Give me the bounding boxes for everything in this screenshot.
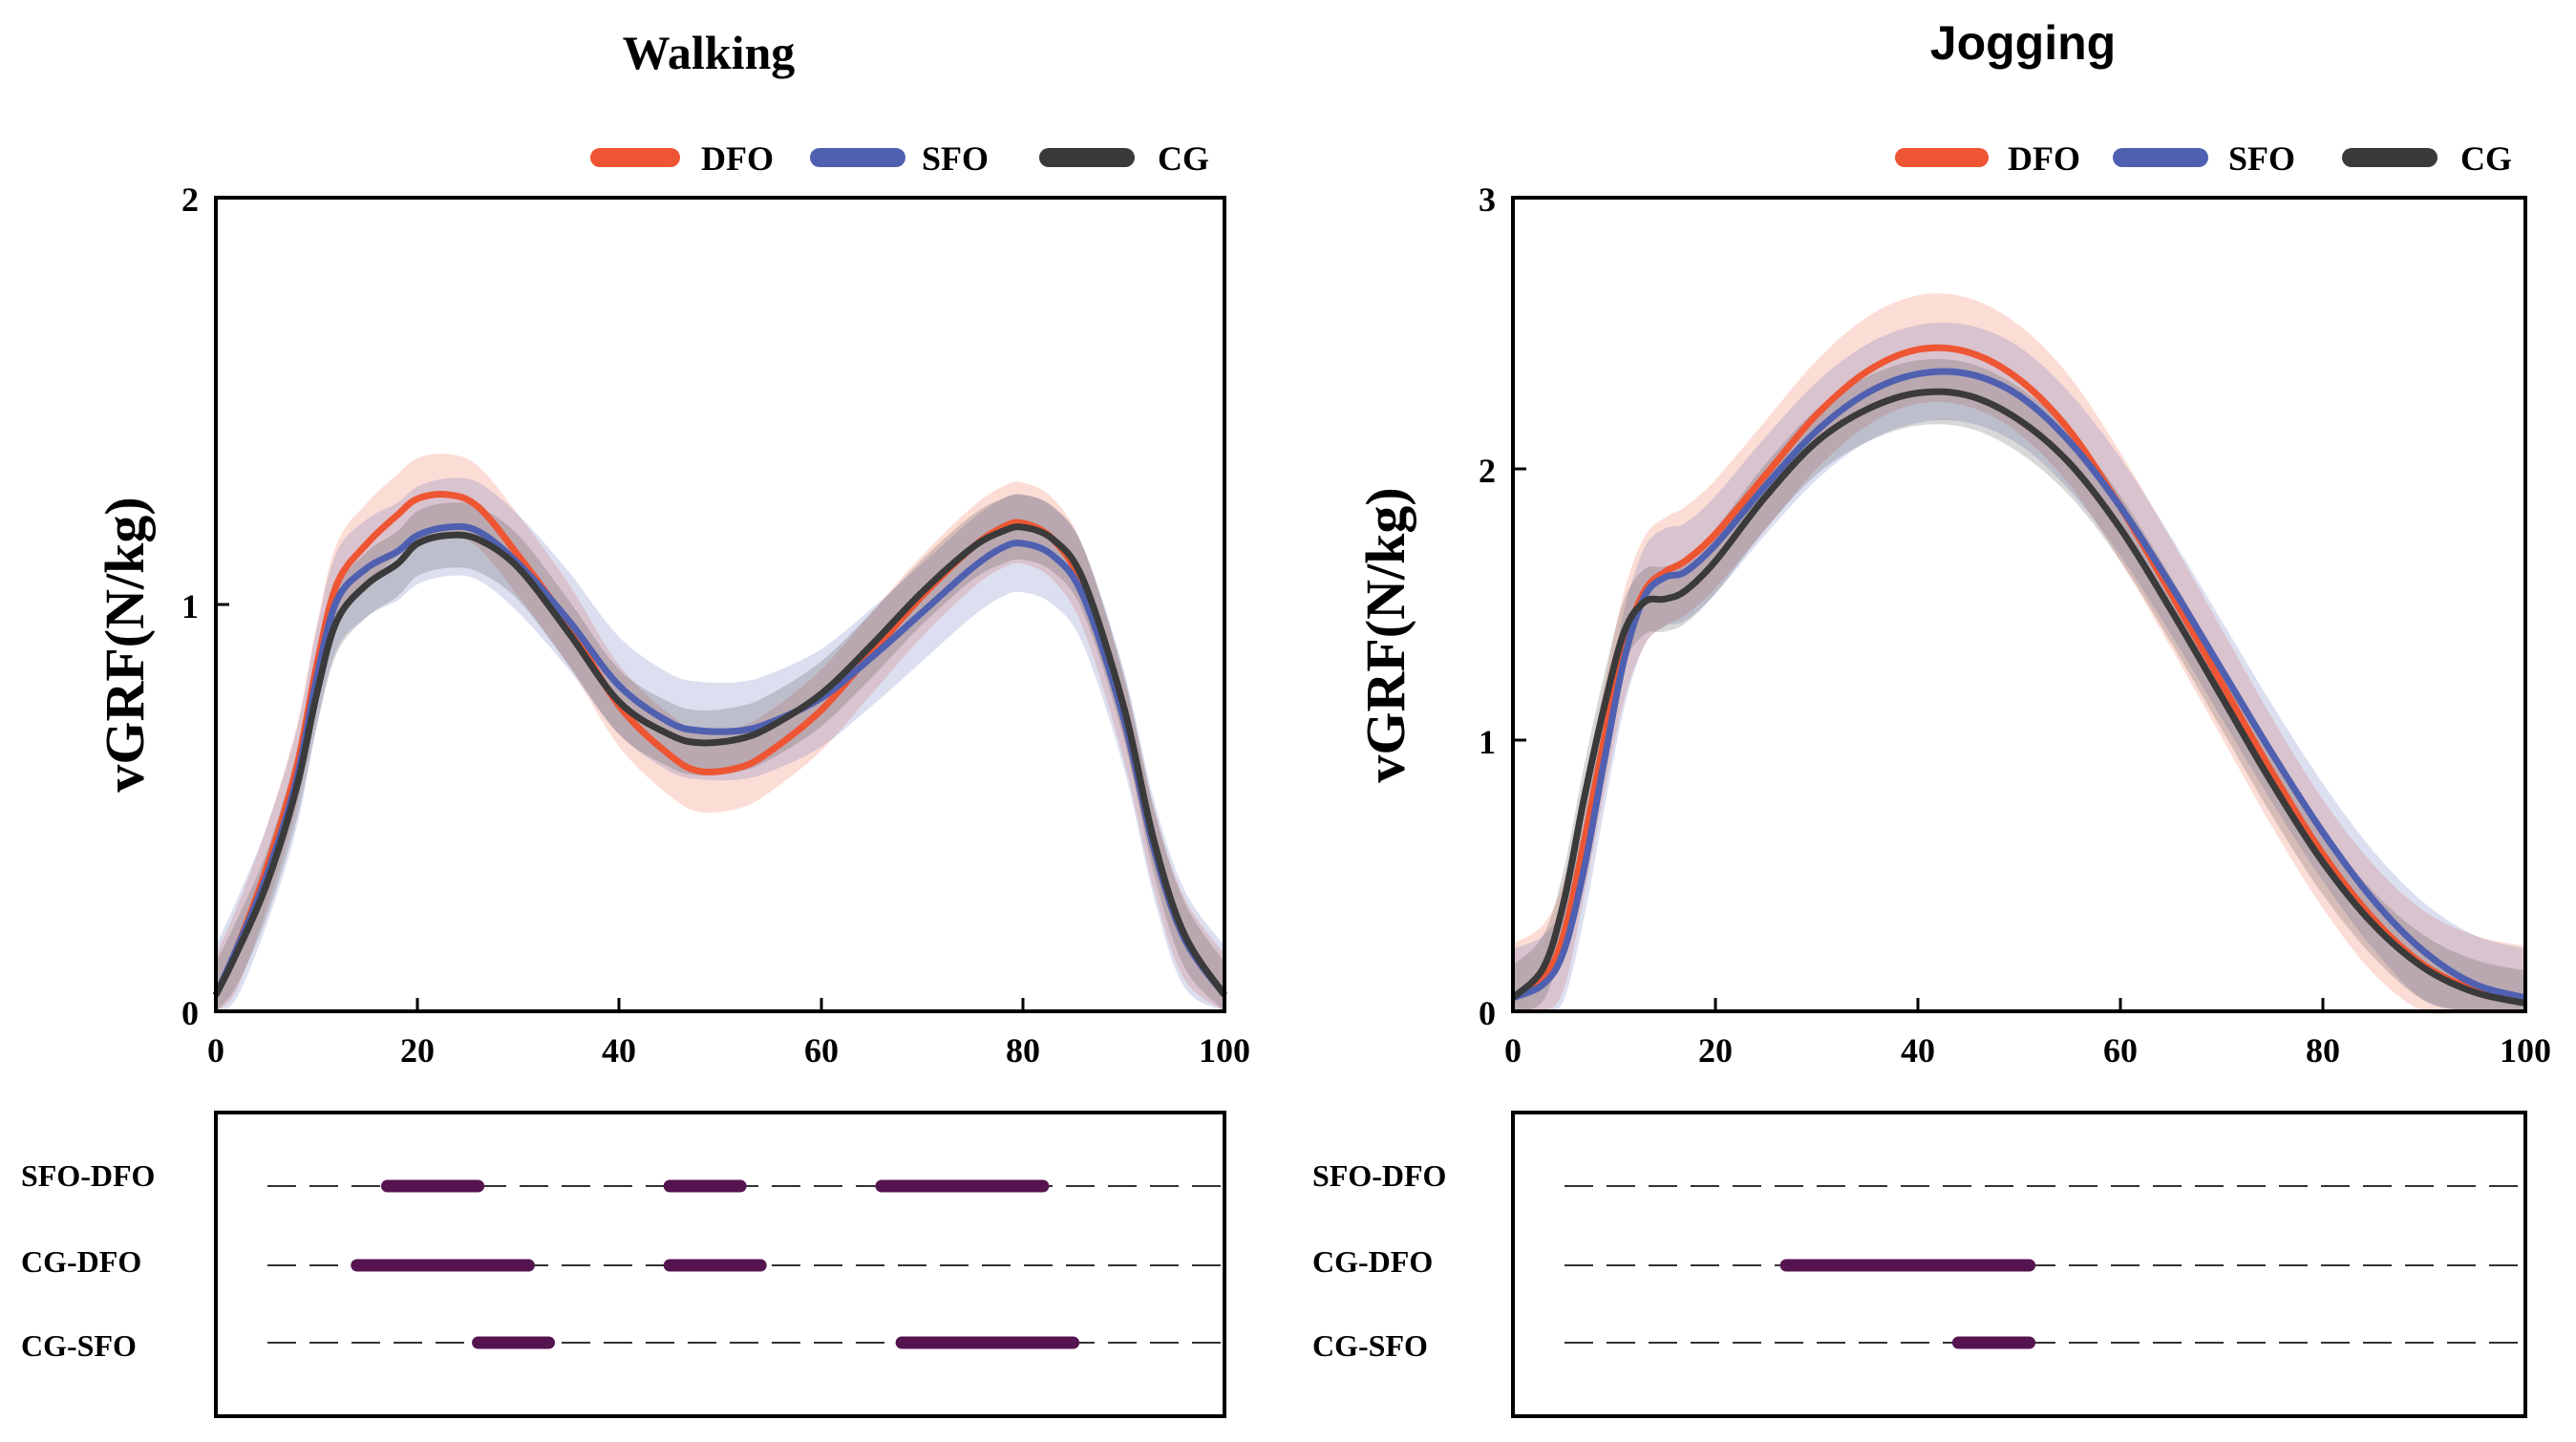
jogging-line-cg [1510, 388, 2526, 1007]
walking-xtick-label: 0 [207, 1031, 224, 1070]
walking-title: Walking [623, 26, 796, 79]
jogging-xtick-label: 40 [1901, 1031, 1935, 1070]
jogging-band-cg [1513, 358, 2525, 1012]
legend-label-sfo: SFO [922, 139, 989, 178]
walking-band-cg [216, 494, 1224, 1011]
jogging-xtick-label: 60 [2103, 1031, 2138, 1070]
jogging-line-dfo [1511, 344, 2526, 1005]
jogging-ytick-label: 2 [1479, 452, 1496, 490]
walking-xtick-label: 100 [1199, 1031, 1250, 1070]
walking-line-cg [212, 523, 1227, 997]
walking-significance-panel: SFO-DFO CG-DFO CG-SFO [21, 1111, 1226, 1418]
jogging-xtick-label: 0 [1504, 1031, 1522, 1070]
walking-xtick-label: 20 [400, 1031, 435, 1070]
walking-xtick-label: 40 [602, 1031, 636, 1070]
walking-plot-area [212, 196, 1227, 1013]
jogging-line-sfo [1511, 368, 2526, 1002]
walking-comparison-label: SFO-DFO [21, 1158, 155, 1193]
jogging-ytick-label: 0 [1479, 994, 1496, 1032]
walking-significance-bars [351, 1179, 1080, 1349]
walking-ytick-label: 1 [181, 587, 199, 626]
walking-significance-frame [214, 1111, 1226, 1418]
jogging-axes-frame [1511, 196, 2527, 1013]
jogging-bands [1513, 293, 2525, 1014]
legend-label-cg: CG [1158, 139, 1209, 178]
jogging-significance-panel: SFO-DFO CG-DFO CG-SFO [1312, 1111, 2527, 1418]
legend-label-sfo: SFO [2228, 139, 2295, 178]
jogging-comparison-label: SFO-DFO [1312, 1158, 1446, 1193]
walking-comparison-label: CG-SFO [21, 1328, 137, 1363]
walking-ytick-label: 2 [181, 180, 199, 219]
jogging-ytick-label: 1 [1479, 723, 1496, 761]
jogging-ytick-label: 3 [1479, 180, 1496, 219]
legend-label-dfo: DFO [2008, 139, 2080, 178]
legend-label-dfo: DFO [701, 139, 774, 178]
jogging-plot-area [1510, 196, 2527, 1014]
jogging-title: Jogging [1930, 16, 2116, 70]
jogging-xtick-label: 100 [2500, 1031, 2551, 1070]
jogging-significance-frame [1511, 1111, 2527, 1418]
jogging-legend: DFO SFO CG [1895, 139, 2512, 178]
jogging-xtick-label: 80 [2306, 1031, 2340, 1070]
legend-label-cg: CG [2460, 139, 2512, 178]
walking-line-sfo [212, 522, 1227, 998]
walking-ytick-label: 0 [181, 994, 199, 1032]
walking-xtick-label: 60 [804, 1031, 839, 1070]
walking-panel: Walking DFO SFO CG 0 1 2 0 20 40 60 80 [21, 26, 1250, 1418]
jogging-significance-bars [1779, 1259, 2036, 1349]
walking-legend: DFO SFO CG [590, 139, 1209, 178]
jogging-comparison-label: CG-SFO [1312, 1328, 1428, 1363]
walking-ylabel: vGRF(N/kg) [94, 497, 156, 792]
jogging-xtick-label: 20 [1698, 1031, 1733, 1070]
jogging-comparison-label: CG-DFO [1312, 1244, 1433, 1279]
jogging-ylabel: vGRF(N/kg) [1354, 487, 1416, 782]
walking-lines [212, 491, 1227, 998]
walking-xtick-label: 80 [1006, 1031, 1040, 1070]
walking-comparison-label: CG-DFO [21, 1244, 141, 1279]
jogging-panel: Jogging DFO SFO CG 0 1 2 3 0 20 40 [1312, 16, 2551, 1418]
jogging-lines [1510, 344, 2526, 1007]
